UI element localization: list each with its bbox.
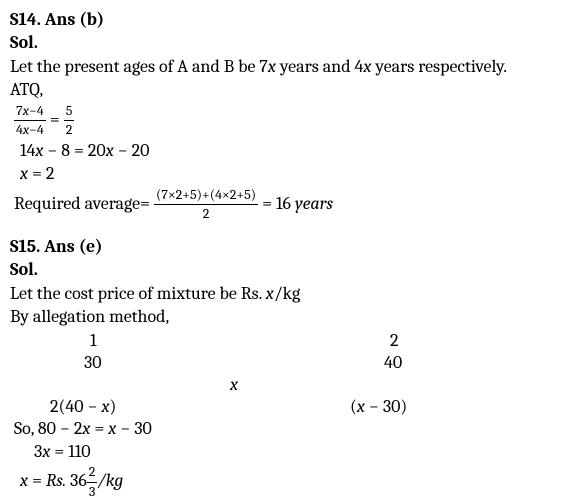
n: 2 <box>87 463 98 482</box>
equals: = <box>50 108 60 129</box>
var-x: x <box>268 56 276 77</box>
t: So, 80 − 2 <box>14 418 82 439</box>
t: = 110 <box>50 441 90 462</box>
text: years respectively. <box>371 56 506 77</box>
d: 2 <box>64 121 75 139</box>
s14-atq: ATQ, <box>10 78 574 101</box>
t: = <box>28 470 46 491</box>
colA1: 1 <box>90 329 97 352</box>
years: years <box>295 193 333 214</box>
allegation-row1: 1 2 <box>10 329 574 351</box>
n: (7×2+5)+(4×2+5) <box>154 186 258 205</box>
s15-line1: Let the cost price of mixture be Rs. x/k… <box>10 282 574 305</box>
allegation-row2: 30 40 <box>10 351 574 373</box>
exprB: (x − 30) <box>350 395 407 418</box>
t: 14 <box>20 140 35 161</box>
s14-sol-label: Sol. <box>10 31 574 54</box>
s14-xval: x = 2 <box>10 162 574 185</box>
colB2: 40 <box>384 351 402 374</box>
mid-x: x <box>230 373 238 396</box>
t: − 30) <box>365 396 407 417</box>
s14-heading: S14. Ans (b) <box>10 8 574 31</box>
t: = <box>90 418 108 439</box>
var-x: x <box>357 396 365 417</box>
s15-eq3: 3x = 110 <box>10 440 574 463</box>
fraction-left: 7x−4 4x−4 <box>14 102 46 139</box>
d: 4 <box>16 121 23 138</box>
t: − 20 <box>114 140 150 161</box>
label: Required average <box>14 193 140 214</box>
text: years and 4 <box>276 56 364 77</box>
s15-line2: By allegation method, <box>10 305 574 328</box>
allegation-mid: x <box>10 373 574 395</box>
d: 2 <box>154 205 258 223</box>
t: ( <box>350 396 357 417</box>
rs: Rs. <box>46 470 66 491</box>
t: − 8 = 20 <box>43 140 105 161</box>
var-x: x <box>266 283 274 304</box>
t: = 2 <box>28 163 54 184</box>
colB1: 2 <box>390 329 399 352</box>
var-x: x <box>20 470 28 491</box>
fraction-right: 5 2 <box>64 102 75 139</box>
d: −4 <box>29 121 44 138</box>
s15-so: So, 80 − 2x = x − 30 <box>10 417 574 440</box>
fraction-ans: 23 <box>87 463 98 500</box>
text: Let the present ages of A and B be 7 <box>10 56 268 77</box>
t: Let the cost price of mixture be Rs. <box>10 283 266 304</box>
n: 5 <box>64 102 75 121</box>
colA2: 30 <box>84 351 102 374</box>
d: 3 <box>87 483 98 500</box>
s15-ans: x = Rs. 3623/kg <box>10 463 574 500</box>
s14-fraction-eq: 7x−4 4x−4 = 5 2 <box>10 102 574 139</box>
var-x: x <box>20 163 28 184</box>
s14-eq-line: 14x − 8 = 20x − 20 <box>10 139 574 162</box>
s14-required: Required average= (7×2+5)+(4×2+5) 2 = 16… <box>10 186 574 223</box>
n: −4 <box>29 102 44 119</box>
var-x: x <box>106 140 114 161</box>
t: 2(40 − <box>50 396 101 417</box>
t: − 30 <box>116 418 152 439</box>
t: ) <box>109 396 116 417</box>
exprA: 2(40 − x) <box>50 395 116 418</box>
n: 7 <box>16 102 23 119</box>
allegation-expr: 2(40 − x) (x − 30) <box>10 395 574 417</box>
t: = 16 <box>262 193 295 214</box>
t: 36 <box>66 470 87 491</box>
equals: = <box>140 193 150 214</box>
t: /kg <box>274 283 300 304</box>
s15-heading: S15. Ans (e) <box>10 235 574 258</box>
fraction-req: (7×2+5)+(4×2+5) 2 <box>154 186 258 223</box>
s15-sol-label: Sol. <box>10 258 574 281</box>
t: /kg <box>97 470 123 491</box>
s14-line1: Let the present ages of A and B be 7x ye… <box>10 55 574 78</box>
